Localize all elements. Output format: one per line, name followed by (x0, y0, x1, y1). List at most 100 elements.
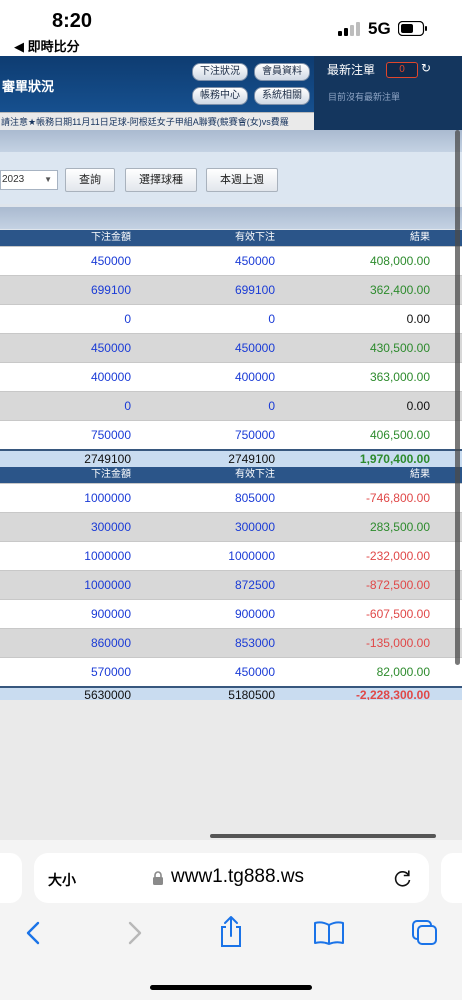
result: 363,000.00 (369, 370, 430, 384)
bet-status-button[interactable]: 下注狀況 (192, 63, 248, 81)
bet-amount: 860000 (90, 636, 131, 650)
home-indicator (150, 985, 312, 990)
query-button[interactable]: 查詢 (65, 168, 115, 192)
valid-bet: 0 (268, 399, 275, 413)
table-row[interactable]: 300000 300000 283,500.00 (0, 512, 462, 541)
result: 408,000.00 (369, 254, 430, 268)
select-sport-button[interactable]: 選擇球種 (125, 168, 197, 192)
total-result: -2,228,300.00 (355, 688, 430, 702)
reload-icon[interactable] (393, 868, 413, 888)
back-to-app-link[interactable]: ◀ 即時比分 (14, 39, 80, 54)
bet-amount: 699100 (90, 283, 131, 297)
bet-amount: 1000000 (84, 549, 131, 563)
result: -746,800.00 (365, 491, 430, 505)
column-header-valid: 有效下注 (235, 232, 275, 243)
latest-bets-empty: 目前沒有最新注單 (328, 92, 401, 102)
bet-amount: 750000 (90, 428, 131, 442)
valid-bet: 699100 (234, 283, 275, 297)
table-header: 下注金額 有效下注 結果 (0, 467, 462, 483)
bet-amount: 570000 (90, 665, 131, 679)
table-row[interactable]: 750000 750000 406,500.00 (0, 420, 462, 449)
result: 0.00 (406, 312, 430, 326)
table-header: 下注金額 有效下注 結果 (0, 230, 462, 246)
share-icon[interactable] (217, 914, 245, 948)
result: 430,500.00 (369, 341, 430, 355)
bookmarks-icon[interactable] (312, 920, 346, 946)
table-row[interactable]: 699100 699100 362,400.00 (0, 275, 462, 304)
table-row[interactable]: 0 0 0.00 (0, 391, 462, 420)
refresh-icon[interactable]: ↻ (421, 61, 432, 75)
valid-bet: 450000 (234, 341, 275, 355)
total-bet: 2749100 (84, 452, 131, 466)
blank-area (0, 700, 462, 840)
member-info-button[interactable]: 會員資料 (254, 63, 310, 81)
back-icon[interactable] (24, 920, 44, 946)
result: 406,500.00 (369, 428, 430, 442)
total-valid: 5180500 (228, 688, 275, 702)
valid-bet: 900000 (234, 607, 275, 621)
bet-amount: 300000 (90, 520, 131, 534)
week-toggle-button[interactable]: 本週上週 (206, 168, 278, 192)
bet-amount: 1000000 (84, 578, 131, 592)
page-scrollbar[interactable] (455, 130, 460, 665)
previous-tab-preview[interactable] (0, 853, 22, 903)
table-row[interactable]: 450000 450000 430,500.00 (0, 333, 462, 362)
chevron-down-icon: ▼ (44, 175, 52, 184)
valid-bet: 805000 (234, 491, 275, 505)
result: 0.00 (406, 399, 430, 413)
valid-bet: 750000 (234, 428, 275, 442)
valid-bet: 450000 (234, 254, 275, 268)
bet-amount: 900000 (90, 607, 131, 621)
forward-icon[interactable] (124, 920, 144, 946)
latest-bets-count: 0 (386, 62, 418, 78)
table-row[interactable]: 1000000 872500 -872,500.00 (0, 570, 462, 599)
bet-amount: 450000 (90, 341, 131, 355)
table-row[interactable]: 860000 853000 -135,000.00 (0, 628, 462, 657)
valid-bet: 872500 (234, 578, 275, 592)
result: 362,400.00 (369, 283, 430, 297)
announcement-text: 請注意★帳務日期11月11日足球-阿根廷女子甲組A聯賽(競賽會(女)vs費羅 (1, 117, 289, 127)
battery-icon (398, 21, 427, 36)
text-size-button[interactable]: 大小 (48, 872, 76, 888)
tabs-icon[interactable] (410, 918, 440, 948)
page-title: 審單狀況 (2, 79, 55, 94)
section-strip (0, 130, 462, 152)
total-bet: 5630000 (84, 688, 131, 702)
total-result: 1,970,400.00 (359, 452, 430, 466)
total-row: 2749100 2749100 1,970,400.00 (0, 449, 462, 467)
latest-bets-title: 最新注單 (327, 63, 376, 77)
table-row[interactable]: 0 0 0.00 (0, 304, 462, 333)
system-button[interactable]: 系統相關 (254, 87, 310, 105)
table-row[interactable]: 1000000 1000000 -232,000.00 (0, 541, 462, 570)
horizontal-scroll-indicator (210, 834, 436, 838)
clock: 8:20 (52, 10, 93, 32)
table-row[interactable]: 900000 900000 -607,500.00 (0, 599, 462, 628)
url-text[interactable]: www1.tg888.ws (171, 866, 305, 887)
valid-bet: 450000 (234, 665, 275, 679)
valid-bet: 853000 (234, 636, 275, 650)
account-center-button[interactable]: 帳務中心 (192, 87, 248, 105)
network-label: 5G (368, 19, 391, 38)
address-bar[interactable] (34, 853, 429, 903)
table-row[interactable]: 570000 450000 82,000.00 (0, 657, 462, 686)
result: -135,000.00 (365, 636, 430, 650)
announcement-bar (0, 112, 314, 131)
column-header-result: 結果 (410, 469, 430, 480)
table-row[interactable]: 400000 400000 363,000.00 (0, 362, 462, 391)
result: 82,000.00 (376, 665, 430, 679)
date-value: 2023 (2, 174, 25, 185)
signal-icon (338, 22, 360, 36)
section-strip (0, 207, 462, 229)
result: -607,500.00 (365, 607, 430, 621)
table-row[interactable]: 1000000 805000 -746,800.00 (0, 483, 462, 512)
next-tab-preview[interactable] (441, 853, 462, 903)
table-row[interactable]: 450000 450000 408,000.00 (0, 246, 462, 275)
result: -872,500.00 (365, 578, 430, 592)
bet-amount: 0 (124, 399, 131, 413)
valid-bet: 1000000 (228, 549, 275, 563)
date-select[interactable]: 2023 ▼ (0, 170, 58, 190)
bet-amount: 450000 (90, 254, 131, 268)
result: 283,500.00 (369, 520, 430, 534)
result: -232,000.00 (365, 549, 430, 563)
valid-bet: 0 (268, 312, 275, 326)
